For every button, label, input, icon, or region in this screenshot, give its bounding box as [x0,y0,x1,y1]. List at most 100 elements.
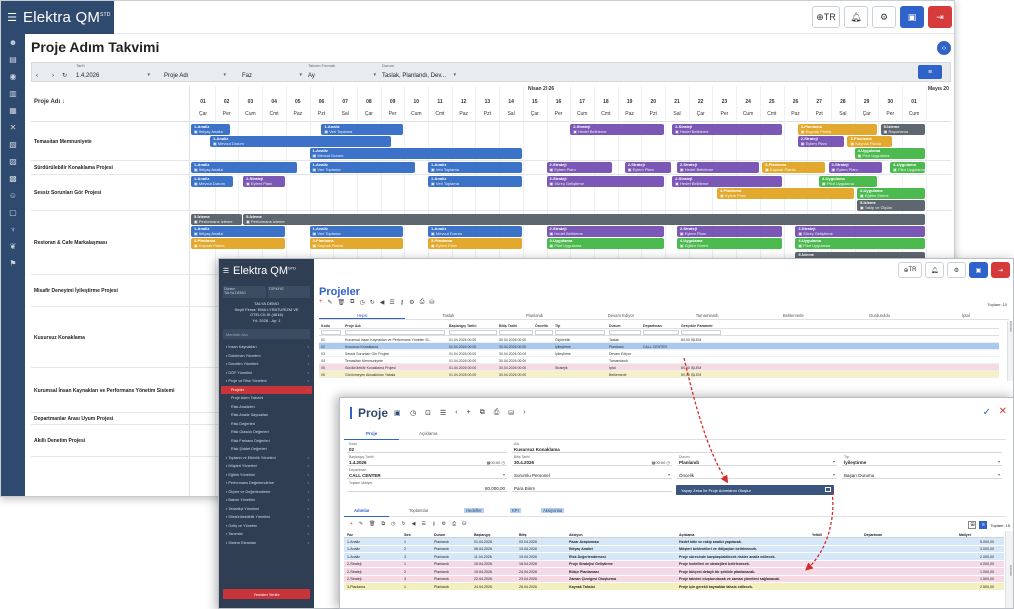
status-tab[interactable]: Taslak [442,313,455,318]
columns-panel-tab[interactable]: Kolonlar [1005,531,1013,608]
column-filter-input[interactable] [499,330,533,335]
menu-search-input[interactable]: Menüde Ara [223,329,310,339]
responsible-field[interactable]: Sorumlu Personel ▾ [512,468,672,479]
lock-icon[interactable]: ⊡ [425,410,431,417]
status-tab[interactable]: Tamamlandı [695,313,719,318]
menu-icon[interactable]: ☰ [7,12,17,24]
table-row[interactable]: 05 Sürdürülebilir Konaklama Projesi 01.04.… [319,364,999,371]
gantt-bar[interactable]: 1-Analiz ▣ Veri Toplama [309,162,416,173]
side-menu-item[interactable]: Projeler ☆ [221,385,312,394]
status-select[interactable]: Durum Taslak, Planlandı, Dev... ▾ [382,63,456,79]
logout-icon[interactable]: ⇥ [991,262,1010,278]
status-tab[interactable]: Devam Ediyor [607,313,635,318]
column-header[interactable]: Gerçekle Parametr [681,323,713,328]
chart-icon[interactable]: ▩ [9,174,17,183]
gantt-row[interactable]: Sessiz Sorunları Gör Projesi [31,175,951,211]
menu-icon[interactable]: ☰ [222,268,230,275]
table-row[interactable]: 1-Analiz 1 Planlandı 01.04.2026 03.04.2026 Pa… [344,538,1004,546]
collapse-icon[interactable]: ‹› [937,41,951,55]
start-date-field[interactable]: Başlangıç Tarihi 1.4.2026 ▦00:00 ◷ [347,455,507,466]
leaf-icon[interactable]: ❦ [9,242,17,251]
database-icon[interactable]: ⛁ [429,300,435,306]
gantt-bar[interactable]: 2-Strateji ▣ Eylem Planı [828,162,883,173]
column-header[interactable]: Kodu [321,323,331,328]
status-tab[interactable]: İptal [961,313,970,318]
side-menu-item[interactable]: Risk Şiddet Değerleri [221,445,312,454]
tab-actions[interactable]: Aksiyonlar [541,508,565,513]
column-header[interactable]: Departman [643,323,662,328]
tab-project[interactable]: Proje [366,431,378,436]
edit-icon[interactable]: ✎ [358,521,364,527]
add-icon[interactable]: + [466,409,471,416]
gantt-bar[interactable]: 2-Strateji ▣ Süreç Geliştirme [546,176,664,187]
tab-goals[interactable]: Hedefler [464,508,484,513]
lock-icon[interactable]: ▣ [969,262,988,278]
side-menu-item[interactable]: ▪ Sürdürülebilirlik Yönetimi ▾ [221,513,312,522]
history-icon[interactable]: ◷ [359,300,365,306]
eye-icon[interactable]: ◉ [9,72,17,81]
side-menu-item[interactable]: ▪ Tedarikçi Yönetimi ▾ [221,505,312,514]
delete-icon[interactable]: 🗑︎ [337,300,346,306]
column-header[interactable]: Proje Adı [345,323,361,328]
table-row[interactable]: 03 Sessiz Sorunları Gör Projesi 01.04.2026… [319,350,999,357]
project-name[interactable]: Restoran & Cafe Markalaşması [34,240,108,246]
gantt-bar[interactable]: 2-Strateji ▣ Hedef Belirleme [672,176,783,187]
column-filter-input[interactable] [449,330,497,335]
side-menu-item[interactable]: ▪ Denetim Yönetimi ▾ [221,360,312,369]
grid-view-icon[interactable]: ⊞ [968,521,977,529]
key-icon[interactable]: ⚷ [431,521,436,527]
project-name-header[interactable]: Proje Adı ↓ [34,99,65,105]
tab-steps[interactable]: Adımlar [354,508,370,513]
priority-field[interactable]: Öncelik ▾ [677,468,837,479]
column-filter-input[interactable] [321,330,341,335]
column-header[interactable]: Tip [555,323,561,328]
ai-generate-steps-button[interactable]: Yapay Zeka İle Proje Adımlarını Oluştur [676,485,834,495]
gantt-bar[interactable]: 1-Analiz ▣ Veri Toplama [321,124,404,135]
gantt-bar[interactable]: 4-Uygulama ▣ Pilot Uygulama [890,162,925,173]
wrench-icon[interactable]: ♆ [10,225,16,234]
column-header[interactable]: Başlangıç Tarihi [449,323,477,328]
column-header[interactable]: Bitiş [519,532,527,537]
column-header[interactable]: Sıra [404,532,411,537]
gantt-bar[interactable]: 3-Planlama ▣ Kaynak Planla [191,238,285,249]
project-name[interactable]: Kurumsal İnsan Kaynakları ve Performans … [34,387,175,394]
gantt-bar[interactable]: 2-Strateji ▣ Hedef Belirleme [672,124,783,135]
announce-icon[interactable]: ◀ [379,300,385,306]
column-filter-input[interactable] [609,330,641,335]
tab-kpi[interactable]: KPI [510,508,521,513]
language-button[interactable]: ⊕ TR [898,262,922,278]
gantt-bar[interactable]: 2-Strateji ▣ Eylem Planı [546,162,612,173]
gear-icon[interactable]: ⚙ [947,262,966,278]
column-header[interactable]: Faz [347,532,353,537]
copy-icon[interactable]: ⧉ [350,299,355,305]
print-icon[interactable]: ⎙ [419,299,425,305]
delete-icon[interactable]: 🗑︎ [369,521,376,527]
name-field[interactable]: Adı Kusursuz Konaklama [512,442,1002,453]
column-header[interactable]: Açıklama [679,532,695,537]
column-header[interactable]: Maliyet [959,532,971,537]
side-menu-item[interactable]: ▪ İnsan Kaynakları ▾ [221,343,312,352]
column-header[interactable]: Durum [609,323,621,328]
bell-icon[interactable]: 🔔︎ [844,6,868,28]
status-tab[interactable]: Hepsi [319,311,406,319]
list-icon[interactable]: ☰ [439,410,447,417]
column-header[interactable]: Departman [864,532,883,537]
term-select[interactable]: Dönem TALYA DEMO [223,286,266,298]
table-row[interactable]: 01 Kurumsal İnsan Kaynakları ve Performan… [319,336,999,343]
table-row[interactable]: 02 Kusursuz Konaklama 01.04.2026 00:00 30.0… [319,343,999,350]
table-row[interactable]: 2-Strateji 1 Planlandı 15.04.2026 18.04.2026… [344,560,1004,568]
column-header[interactable]: Aksiyon [569,532,583,537]
gantt-bar[interactable]: 1-Analiz ▣ İhtiyaç Analizi [191,124,231,135]
gantt-bar[interactable]: 3-Planlama ▣ Eylem Planı [717,188,854,199]
gantt-bar[interactable]: 4-Uygulama ▣ Pilot Uygulama [546,238,664,249]
side-menu-item[interactable]: ▪ Bakım Yönetimi ▾ [221,496,312,505]
refresh-button[interactable]: Yeniden Yenile [223,589,310,599]
briefcase-icon[interactable]: ▨ [9,157,17,166]
gantt-bar[interactable]: 1-Analiz ▣ Veri Toplama [428,162,522,173]
side-menu-item[interactable]: ▪ Müşteri Yönetimi ▾ [221,462,312,471]
columns-panel-tab[interactable]: Kolonlar [1007,321,1013,381]
column-header[interactable]: Durum [434,532,446,537]
refresh-icon[interactable]: ↻ [62,73,68,79]
column-filter-input[interactable] [643,330,679,335]
side-menu-item[interactable]: Risk Olasılık Değerleri [221,428,312,437]
